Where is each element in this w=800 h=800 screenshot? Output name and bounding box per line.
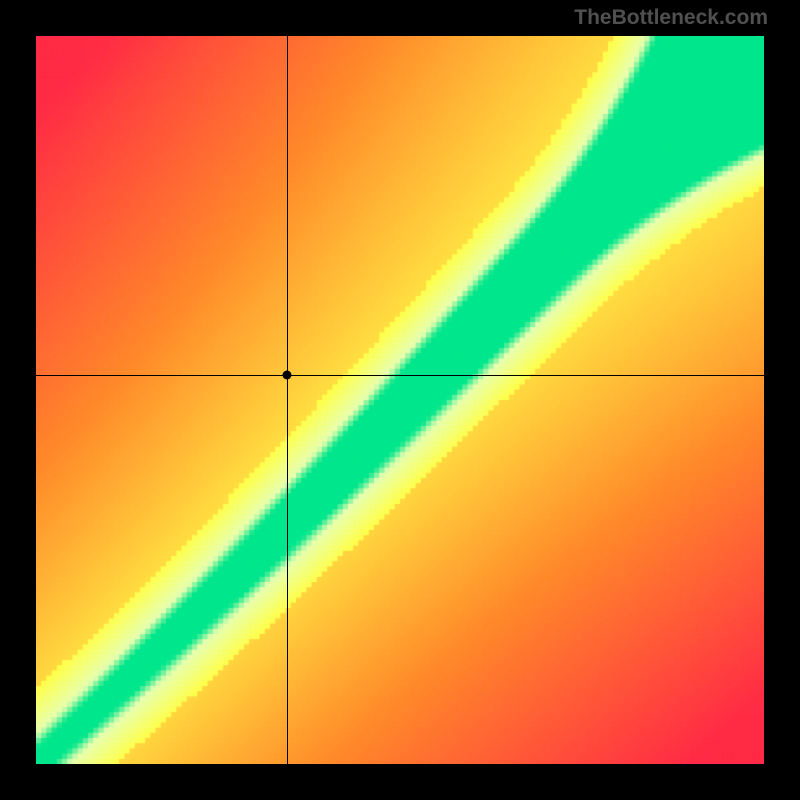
chart-container: TheBottleneck.com <box>0 0 800 800</box>
crosshair-vertical <box>287 36 288 764</box>
plot-area <box>36 36 764 764</box>
data-point-marker <box>283 370 292 379</box>
heatmap-canvas <box>36 36 764 764</box>
watermark-text: TheBottleneck.com <box>574 6 768 30</box>
crosshair-horizontal <box>36 375 764 376</box>
